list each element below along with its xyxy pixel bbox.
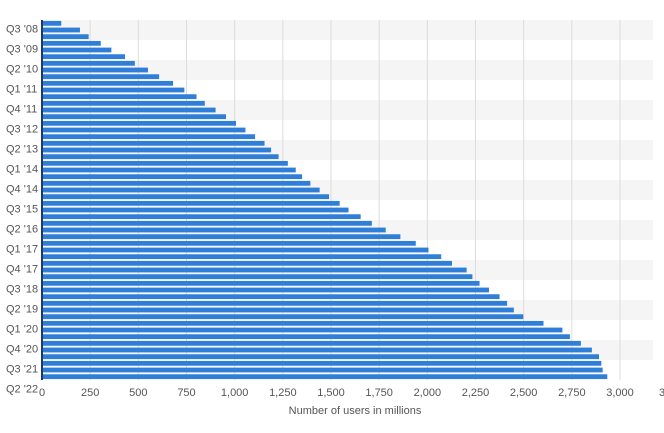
y-tick-label: Q3 '08 — [6, 24, 38, 36]
x-axis-title: Number of users in millions — [289, 405, 422, 417]
bar — [42, 114, 226, 120]
x-tick-label: 1,000 — [221, 387, 249, 399]
bar — [42, 340, 581, 346]
bar — [42, 254, 442, 260]
x-axis-tick-labels: 0 250 500 750 1,000 1,250 1,500 1,750 2,000 2,250… — [39, 387, 664, 399]
bar — [42, 154, 279, 160]
bar — [42, 134, 256, 140]
y-tick-label: Q3 '15 — [6, 204, 38, 216]
bar — [42, 167, 296, 173]
bar — [42, 287, 489, 293]
bar — [42, 147, 272, 153]
x-tick-label: 0 — [39, 387, 45, 399]
bar — [42, 234, 401, 240]
bar — [42, 34, 89, 40]
bar — [42, 214, 361, 220]
y-tick-label: Q1 '11 — [6, 84, 37, 96]
bar — [42, 294, 500, 300]
bar — [42, 334, 570, 340]
bar — [42, 94, 197, 100]
bar — [42, 280, 480, 286]
y-tick-label: Q1 '20 — [6, 324, 38, 336]
bar — [42, 354, 599, 360]
bar — [42, 20, 62, 26]
x-tick-label: 2,250 — [462, 387, 490, 399]
x-tick-label: 2,000 — [414, 387, 442, 399]
x-tick-label: 3,... — [659, 387, 664, 399]
y-tick-label: Q2 '13 — [6, 144, 38, 156]
bar — [42, 127, 246, 133]
bar — [42, 40, 101, 46]
bar — [42, 140, 265, 146]
bar — [42, 174, 303, 180]
bar — [42, 120, 237, 126]
bar — [42, 314, 524, 320]
bar — [42, 327, 563, 333]
y-tick-label: Q2 '16 — [6, 224, 38, 236]
y-tick-label: Q3 '21 — [6, 364, 38, 376]
bar — [42, 27, 80, 33]
category-band — [42, 20, 653, 40]
y-tick-label: Q2 '10 — [6, 64, 38, 76]
x-tick-label: 250 — [81, 387, 99, 399]
x-tick-label: 750 — [177, 387, 195, 399]
y-tick-label: Q3 '18 — [6, 284, 38, 296]
bar — [42, 54, 126, 60]
y-tick-label: Q4 '11 — [6, 104, 37, 116]
bar — [42, 107, 216, 113]
bar — [42, 160, 288, 166]
bar — [42, 67, 148, 73]
y-tick-label: Q1 '14 — [6, 164, 38, 176]
y-tick-label: Q4 '14 — [6, 184, 38, 196]
bar — [42, 307, 514, 313]
bar — [42, 207, 349, 213]
bars-series — [42, 20, 608, 380]
y-tick-label: Q4 '20 — [6, 344, 38, 356]
bar — [42, 300, 508, 306]
y-axis-tick-labels: Q3 '08 Q3 '09 Q2 '10 Q1 '11 Q4 '11 Q3 '12 Q2 '… — [6, 24, 38, 396]
bar — [42, 347, 592, 353]
bar — [42, 267, 467, 273]
category-bands — [42, 20, 653, 380]
bar — [42, 74, 160, 80]
x-tick-label: 1,500 — [317, 387, 345, 399]
vertical-gridlines — [89, 20, 621, 380]
bar — [42, 180, 311, 186]
bar — [42, 227, 386, 233]
y-tick-label: Q3 '09 — [6, 44, 38, 56]
bar — [42, 260, 452, 266]
bar — [42, 360, 602, 366]
x-tick-label: 500 — [129, 387, 147, 399]
bar — [42, 247, 429, 253]
y-tick-label: Q2 '22 — [6, 384, 38, 396]
x-tick-label: 2,750 — [558, 387, 586, 399]
x-tick-label: 3,000 — [606, 387, 634, 399]
bar — [42, 320, 544, 326]
bar — [42, 87, 185, 93]
bar — [42, 60, 135, 66]
category-band — [42, 40, 653, 60]
bar — [42, 220, 372, 226]
bar — [42, 187, 320, 193]
bar — [42, 200, 340, 206]
y-tick-label: Q1 '17 — [6, 244, 38, 256]
y-tick-label: Q3 '12 — [6, 124, 38, 136]
category-band — [42, 60, 653, 80]
bar — [42, 47, 112, 53]
y-tick-label: Q4 '17 — [6, 264, 38, 276]
bar — [42, 374, 608, 380]
bar — [42, 274, 473, 280]
bar — [42, 194, 330, 200]
bar — [42, 240, 416, 246]
x-tick-label: 2,500 — [510, 387, 538, 399]
x-tick-label: 1,250 — [269, 387, 297, 399]
x-tick-label: 1,750 — [365, 387, 393, 399]
bar — [42, 367, 603, 373]
y-tick-label: Q2 '19 — [6, 304, 38, 316]
bar — [42, 80, 174, 86]
bar — [42, 100, 205, 106]
